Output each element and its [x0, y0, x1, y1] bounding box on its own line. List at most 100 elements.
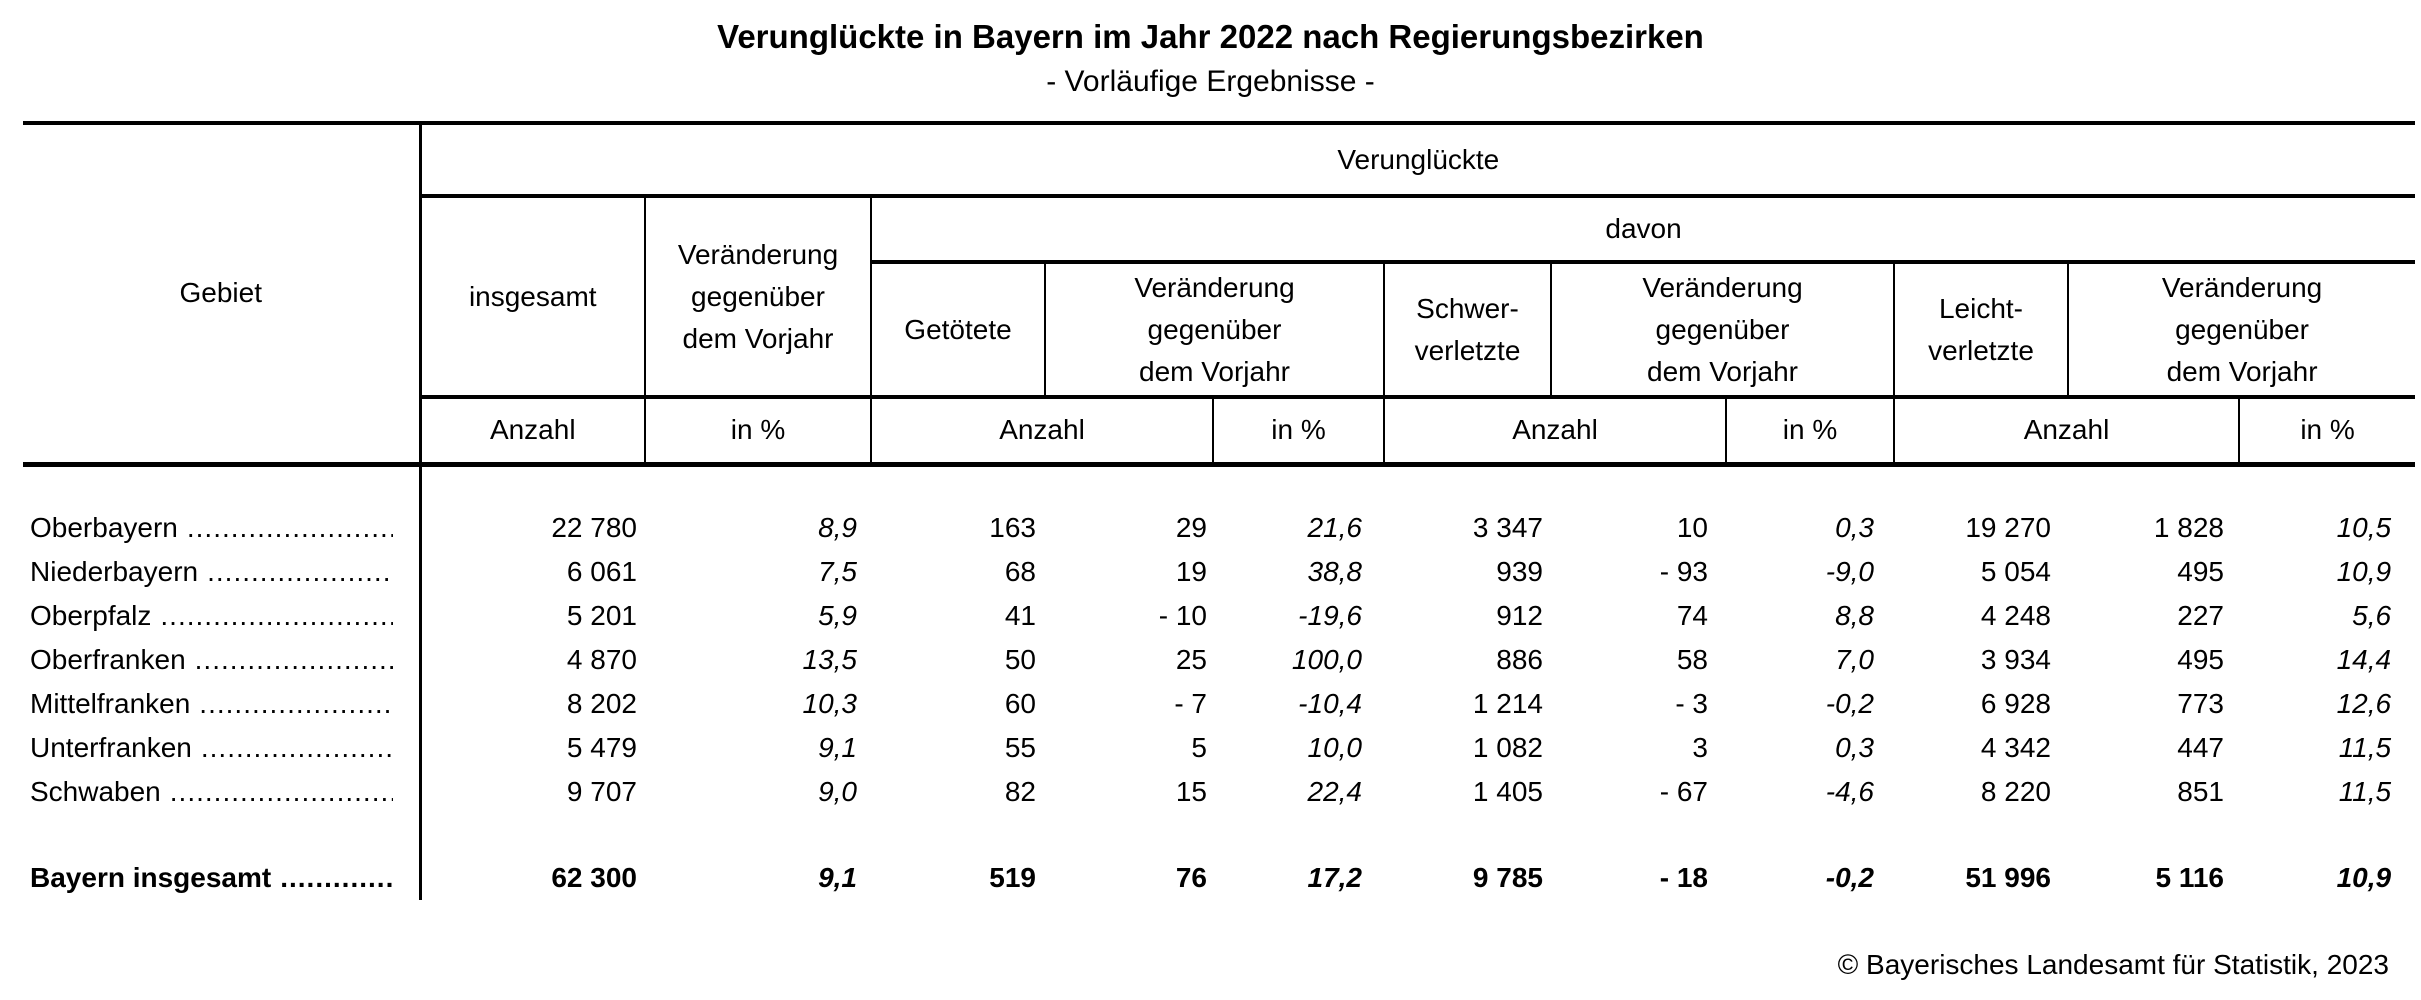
- value-cell: -4,6: [1825, 776, 1874, 807]
- table-row: Niederbayern............................…: [23, 550, 2415, 594]
- leader-dots: ........................................…: [207, 556, 392, 587]
- value-cell: 29: [1175, 512, 1207, 543]
- value-cell: -9,0: [1825, 556, 1874, 587]
- value-cell: -19,6: [1298, 600, 1362, 631]
- value-cell: 8,9: [818, 512, 857, 543]
- row-label-cell: Mittelfranken...........................…: [23, 682, 422, 726]
- header-veraenderung-leichtverletzte: Veränderung gegenüber dem Vorjahr: [2068, 262, 2416, 399]
- header-insgesamt: insgesamt: [420, 196, 646, 399]
- header-row-2: insgesamt Veränderung gegenüber dem Vorj…: [23, 196, 2416, 399]
- value-cell: 8 220: [1980, 776, 2051, 807]
- header-gebiet: Gebiet: [23, 121, 422, 467]
- header-anzahl-schwerverletzte: Anzahl: [1384, 397, 1727, 467]
- row-label: Niederbayern............................…: [30, 556, 393, 588]
- table-row: Oberpfalz...............................…: [23, 594, 2415, 638]
- value-cell: 22 780: [551, 512, 637, 543]
- region-name: Oberpfalz: [30, 600, 152, 631]
- page-title: Verunglückte in Bayern im Jahr 2022 nach…: [717, 18, 1704, 55]
- value-cell: 5,6: [2352, 600, 2392, 631]
- value-cell: 8,8: [1835, 600, 1874, 631]
- row-label-cell: Bayern insgesamt........................…: [23, 856, 422, 900]
- value-cell: 163: [989, 512, 1036, 543]
- page-subtitle: - Vorläufige Ergebnisse -: [1046, 65, 1375, 98]
- leader-dots: ........................................…: [186, 512, 393, 543]
- value-cell: 74: [1676, 600, 1708, 631]
- value-cell: - 18: [1659, 862, 1708, 893]
- region-name: Oberbayern: [30, 512, 178, 543]
- value-cell: 0,3: [1835, 512, 1874, 543]
- value-cell: 76: [1175, 862, 1207, 893]
- value-cell: 9,1: [818, 862, 857, 893]
- value-cell: 4 248: [1980, 600, 2051, 631]
- value-cell: 495: [2177, 556, 2224, 587]
- value-cell: -0,2: [1825, 688, 1874, 719]
- row-label: Unterfranken............................…: [30, 732, 393, 764]
- spacer-gebiet-cell: [23, 464, 422, 506]
- value-cell: 10,0: [1307, 732, 1363, 763]
- table-row: Oberbayern..............................…: [23, 506, 2415, 550]
- value-cell: - 67: [1659, 776, 1708, 807]
- leader-dots: ........................................…: [169, 776, 393, 807]
- value-cell: 9 707: [566, 776, 637, 807]
- spacer-gebiet-cell: [23, 814, 422, 856]
- region-name: Oberfranken: [30, 644, 186, 675]
- header-leichtverletzte: Leicht- verletzte: [1894, 262, 2069, 399]
- value-cell: 15: [1175, 776, 1207, 807]
- header-verunglueckte: Verunglückte: [420, 121, 2416, 198]
- value-cell: 68: [1004, 556, 1036, 587]
- row-label-cell: Niederbayern............................…: [23, 550, 422, 594]
- header-veraenderung-insgesamt: Veränderung gegenüber dem Vorjahr: [645, 196, 872, 399]
- value-cell: 939: [1496, 556, 1543, 587]
- table-row: Mittelfranken...........................…: [23, 682, 2415, 726]
- value-cell: 1 082: [1472, 732, 1543, 763]
- header-veraenderung-getoetete: Veränderung gegenüber dem Vorjahr: [1045, 262, 1385, 399]
- value-cell: 5 201: [566, 600, 637, 631]
- leader-dots: ........................................…: [199, 688, 393, 719]
- copyright-footer: © Bayerisches Landesamt für Statistik, 2…: [1837, 949, 2389, 980]
- value-cell: 10,9: [2336, 862, 2392, 893]
- header-anzahl-getoetete: Anzahl: [871, 397, 1214, 467]
- value-cell: 10,9: [2336, 556, 2392, 587]
- value-cell: 5 479: [566, 732, 637, 763]
- row-label: Oberbayern..............................…: [30, 512, 393, 544]
- value-cell: 9 785: [1472, 862, 1543, 893]
- value-cell: 6 061: [566, 556, 637, 587]
- value-cell: 1 405: [1472, 776, 1543, 807]
- value-cell: 4 342: [1980, 732, 2051, 763]
- row-label-cell: Unterfranken............................…: [23, 726, 422, 770]
- leader-dots: ........................................…: [160, 600, 392, 631]
- value-cell: 11,5: [2338, 776, 2392, 807]
- value-cell: 62 300: [551, 862, 637, 893]
- value-cell: 100,0: [1291, 644, 1362, 675]
- header-anzahl-insgesamt: Anzahl: [420, 397, 646, 467]
- value-cell: 0,3: [1835, 732, 1874, 763]
- table-body: Oberbayern..............................…: [23, 464, 2415, 900]
- value-cell: 7,5: [818, 556, 857, 587]
- value-cell: 60: [1004, 688, 1036, 719]
- value-cell: 7,0: [1835, 644, 1874, 675]
- value-cell: 4 870: [566, 644, 637, 675]
- leader-dots: ........................................…: [280, 862, 392, 893]
- value-cell: 10,5: [2336, 512, 2392, 543]
- value-cell: 886: [1496, 644, 1543, 675]
- value-cell: 519: [989, 862, 1036, 893]
- value-cell: 17,2: [1307, 862, 1363, 893]
- row-label-cell: Schwaben................................…: [23, 770, 422, 814]
- value-cell: - 93: [1659, 556, 1708, 587]
- header-schwerverletzte: Schwer- verletzte: [1384, 262, 1552, 399]
- table-row: Oberfranken.............................…: [23, 638, 2415, 682]
- region-name: Schwaben: [30, 776, 161, 807]
- header-anzahl-leichtverletzte: Anzahl: [1894, 397, 2240, 467]
- header-inpercent-leichtverletzte: in %: [2239, 397, 2416, 467]
- value-cell: 14,4: [2336, 644, 2392, 675]
- value-cell: 55: [1004, 732, 1036, 763]
- value-cell: 3 934: [1980, 644, 2051, 675]
- value-cell: 495: [2177, 644, 2224, 675]
- row-label: Schwaben................................…: [30, 776, 393, 808]
- value-cell: 13,5: [802, 644, 858, 675]
- row-label: Oberpfalz...............................…: [30, 600, 393, 632]
- statistics-table: Gebiet Verunglückte insgesamt Veränderun…: [23, 121, 2416, 900]
- leader-dots: ........................................…: [200, 732, 393, 763]
- value-cell: 6 928: [1980, 688, 2051, 719]
- value-cell: 9,0: [818, 776, 857, 807]
